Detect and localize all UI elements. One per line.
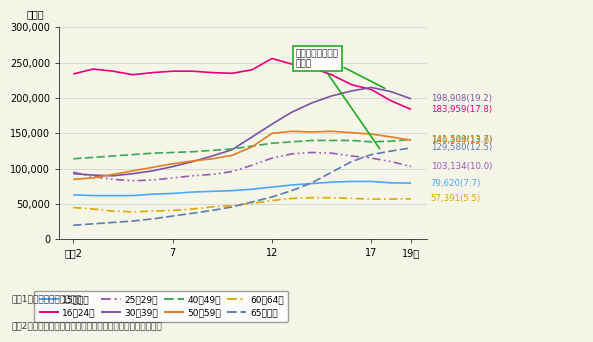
Text: 2　（　）内は，年齢層別死者数の構成率（％）である。: 2 （ ）内は，年齢層別死者数の構成率（％）である。 (12, 321, 162, 330)
Text: 57,391(5.5): 57,391(5.5) (431, 194, 481, 203)
Text: 79,620(7.7): 79,620(7.7) (431, 179, 481, 188)
Text: 140,344(13.6): 140,344(13.6) (431, 136, 492, 145)
Text: 高齢者の増加傾向
が顕著: 高齢者の増加傾向 が顕著 (296, 49, 380, 149)
Text: 103,134(10.0): 103,134(10.0) (431, 162, 492, 171)
Text: 198,908(19.2): 198,908(19.2) (431, 94, 492, 103)
Text: 183,959(17.8): 183,959(17.8) (431, 105, 492, 114)
Text: 注　1　警察庁資料による。: 注 1 警察庁資料による。 (12, 294, 82, 303)
Text: 129,580(12.5): 129,580(12.5) (431, 143, 492, 152)
Legend: 15歳以下, 16～24歳, 25～29歳, 30～39歳, 40～49歳, 50～59歳, 60～64歳, 65歳以上: 15歳以下, 16～24歳, 25～29歳, 30～39歳, 40～49歳, 5… (34, 291, 288, 322)
Text: （人）: （人） (26, 9, 44, 19)
Text: 141,509(13.7): 141,509(13.7) (431, 135, 492, 144)
